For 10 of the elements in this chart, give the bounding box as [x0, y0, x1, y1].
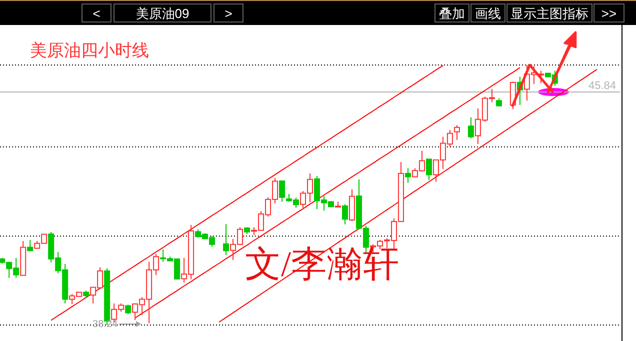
- chart-title: 美原油四小时线: [30, 41, 149, 60]
- text: <: [92, 6, 100, 21]
- text: 显示主图指标: [510, 6, 588, 21]
- text: >: [224, 6, 232, 21]
- text: 美原油09: [136, 6, 190, 21]
- annotation: 45.84: [588, 80, 616, 92]
- text: 叠加: [439, 6, 465, 21]
- text: >>: [601, 6, 617, 21]
- text: 画线: [475, 6, 501, 21]
- annotation: 38.24: [92, 319, 118, 330]
